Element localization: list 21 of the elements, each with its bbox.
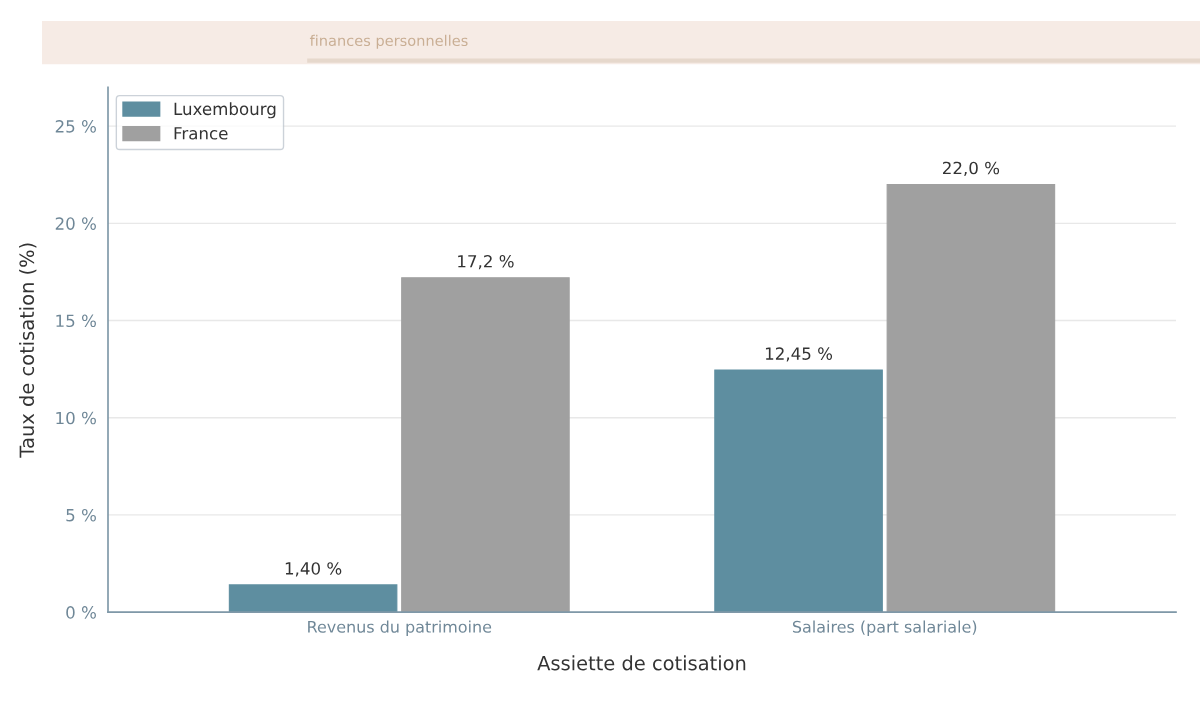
bar xyxy=(228,584,398,613)
y-tick-label: 25 % xyxy=(55,120,96,133)
x-tick-label: Revenus du patrimoine xyxy=(308,620,492,636)
data-label: 1,40 % xyxy=(285,562,342,577)
y-tick-label: 10 % xyxy=(56,411,96,425)
bar xyxy=(886,183,1056,613)
y-tick-label: 15 % xyxy=(56,314,96,328)
legend-label: Luxembourg xyxy=(174,102,276,119)
bar xyxy=(401,277,570,613)
y-axis-title: Taux de cotisation (%) xyxy=(19,243,37,458)
x-tick-label: Salaires (part salariale) xyxy=(792,620,977,636)
bar xyxy=(714,369,883,613)
data-label: 12,45 % xyxy=(765,347,833,362)
y-tick-label: 5 % xyxy=(66,508,96,522)
x-axis-title: Assiette de cotisation xyxy=(537,655,746,671)
legend-label: France xyxy=(174,127,228,140)
y-tick-label: 20 % xyxy=(55,217,96,230)
data-label: 17,2 % xyxy=(458,254,514,270)
y-tick-label: 0 % xyxy=(66,606,96,619)
data-label: 22,0 % xyxy=(943,161,1000,176)
text: finances personnelles xyxy=(309,34,468,49)
